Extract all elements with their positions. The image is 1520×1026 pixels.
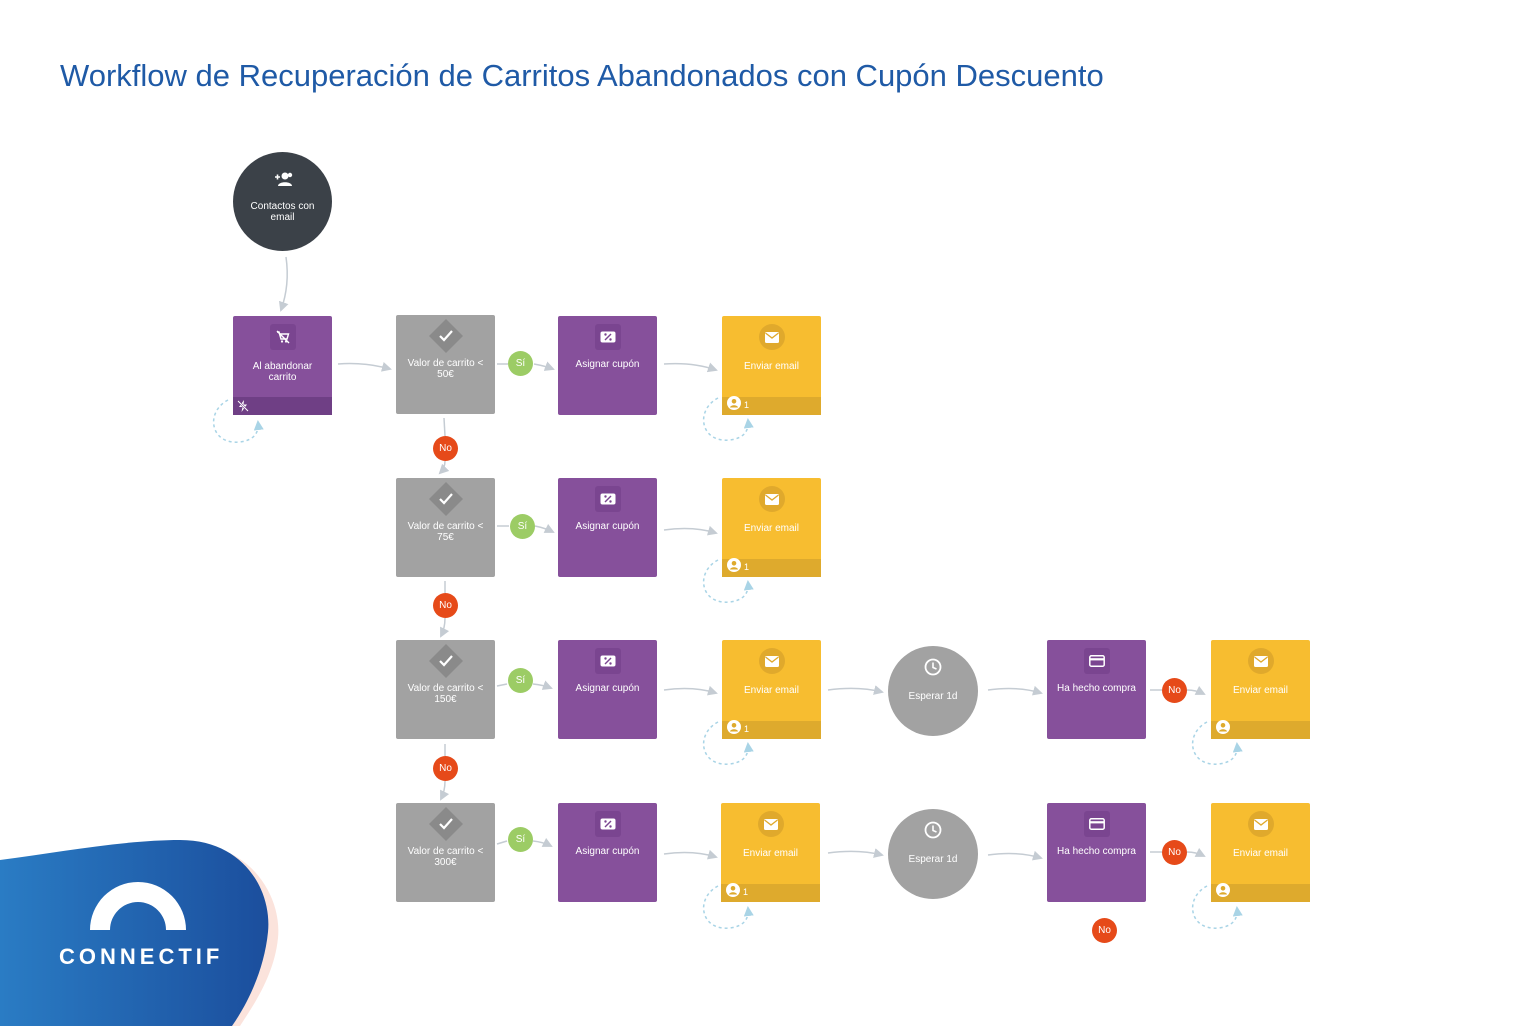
send-email-node[interactable]: Enviar email 1 — [722, 640, 821, 739]
coupon-icon — [594, 324, 621, 350]
credit-card-icon — [1083, 648, 1110, 674]
yes-badge: Sí — [510, 514, 535, 539]
assign-coupon-node[interactable]: Asignar cupón — [558, 316, 657, 415]
email-footer: 1 — [722, 396, 821, 415]
user-icon — [1216, 883, 1230, 900]
email-footer — [1211, 720, 1310, 739]
condition-label: Valor de carrito < 300€ — [407, 846, 484, 868]
check-icon — [434, 324, 458, 348]
purchase-label: Ha hecho compra — [1057, 683, 1136, 694]
assign-coupon-node[interactable]: Asignar cupón — [558, 478, 657, 577]
email-icon — [758, 648, 785, 674]
wait-label: Esperar 1d — [908, 691, 958, 702]
contact-count: 1 — [744, 562, 750, 572]
condition-node-75[interactable]: Valor de carrito < 75€ — [396, 478, 495, 577]
purchase-check-node[interactable]: Ha hecho compra — [1047, 803, 1146, 902]
email-footer: 1 — [722, 720, 821, 739]
clock-icon — [924, 658, 942, 679]
email-icon — [757, 811, 784, 837]
condition-node-50[interactable]: Valor de carrito < 50€ — [396, 315, 495, 414]
email-footer — [1211, 883, 1310, 902]
start-node-label: Contactos con email — [250, 201, 315, 223]
check-icon — [434, 649, 458, 673]
coupon-icon — [594, 648, 621, 674]
email-label: Enviar email — [742, 848, 799, 859]
wait-node[interactable]: Esperar 1d — [888, 809, 978, 899]
clock-icon — [924, 821, 942, 842]
coupon-label: Asignar cupón — [575, 359, 640, 370]
email-icon — [1247, 811, 1274, 837]
condition-label: Valor de carrito < 150€ — [407, 683, 484, 705]
assign-coupon-node[interactable]: Asignar cupón — [558, 640, 657, 739]
trigger-footer — [233, 397, 332, 415]
abandoned-cart-icon — [269, 324, 296, 350]
no-badge: No — [1092, 918, 1117, 943]
page-title: Workflow de Recuperación de Carritos Aba… — [60, 58, 1104, 93]
email-icon — [1247, 648, 1274, 674]
connectif-logo-shape — [0, 840, 279, 1026]
yes-badge: Sí — [508, 827, 533, 852]
wait-node[interactable]: Esperar 1d — [888, 646, 978, 736]
no-badge: No — [1162, 678, 1187, 703]
contact-count: 1 — [743, 887, 749, 897]
user-icon — [726, 883, 740, 900]
email-icon — [758, 324, 785, 350]
email-label: Enviar email — [743, 361, 800, 372]
no-badge: No — [433, 436, 458, 461]
add-contact-icon — [273, 171, 293, 190]
check-icon — [434, 487, 458, 511]
email-footer: 1 — [721, 883, 820, 902]
start-node-contacts[interactable]: Contactos con email — [233, 152, 332, 251]
condition-label: Valor de carrito < 75€ — [407, 521, 484, 543]
trigger-label: Al abandonar carrito — [252, 361, 313, 383]
user-icon — [727, 396, 741, 413]
user-icon — [1216, 720, 1230, 737]
user-icon — [727, 558, 741, 575]
no-badge: No — [1162, 840, 1187, 865]
brand-wordmark: CONNECTIF — [59, 944, 224, 969]
send-email-node[interactable]: Enviar email — [1211, 640, 1310, 739]
send-email-node[interactable]: Enviar email 1 — [722, 316, 821, 415]
condition-label: Valor de carrito < 50€ — [407, 358, 484, 380]
email-label: Enviar email — [1232, 848, 1289, 859]
coupon-label: Asignar cupón — [575, 683, 640, 694]
no-badge: No — [433, 756, 458, 781]
condition-node-300[interactable]: Valor de carrito < 300€ — [396, 803, 495, 902]
trigger-node-abandoned-cart[interactable]: Al abandonar carrito — [233, 316, 332, 415]
purchase-check-node[interactable]: Ha hecho compra — [1047, 640, 1146, 739]
coupon-label: Asignar cupón — [575, 521, 640, 532]
purchase-label: Ha hecho compra — [1057, 846, 1136, 857]
assign-coupon-node[interactable]: Asignar cupón — [558, 803, 657, 902]
wait-label: Esperar 1d — [908, 854, 958, 865]
email-label: Enviar email — [743, 685, 800, 696]
yes-badge: Sí — [508, 668, 533, 693]
email-label: Enviar email — [1232, 685, 1289, 696]
trigger-bolt-icon — [237, 400, 249, 415]
coupon-icon — [594, 811, 621, 837]
coupon-icon — [594, 486, 621, 512]
send-email-node[interactable]: Enviar email 1 — [722, 478, 821, 577]
user-icon — [727, 720, 741, 737]
coupon-label: Asignar cupón — [575, 846, 640, 857]
check-icon — [434, 812, 458, 836]
email-label: Enviar email — [743, 523, 800, 534]
send-email-node[interactable]: Enviar email — [1211, 803, 1310, 902]
condition-node-150[interactable]: Valor de carrito < 150€ — [396, 640, 495, 739]
credit-card-icon — [1083, 811, 1110, 837]
yes-badge: Sí — [508, 351, 533, 376]
email-footer: 1 — [722, 558, 821, 577]
contact-count: 1 — [744, 400, 750, 410]
send-email-node[interactable]: Enviar email 1 — [721, 803, 820, 902]
email-icon — [758, 486, 785, 512]
contact-count: 1 — [744, 724, 750, 734]
no-badge: No — [433, 593, 458, 618]
